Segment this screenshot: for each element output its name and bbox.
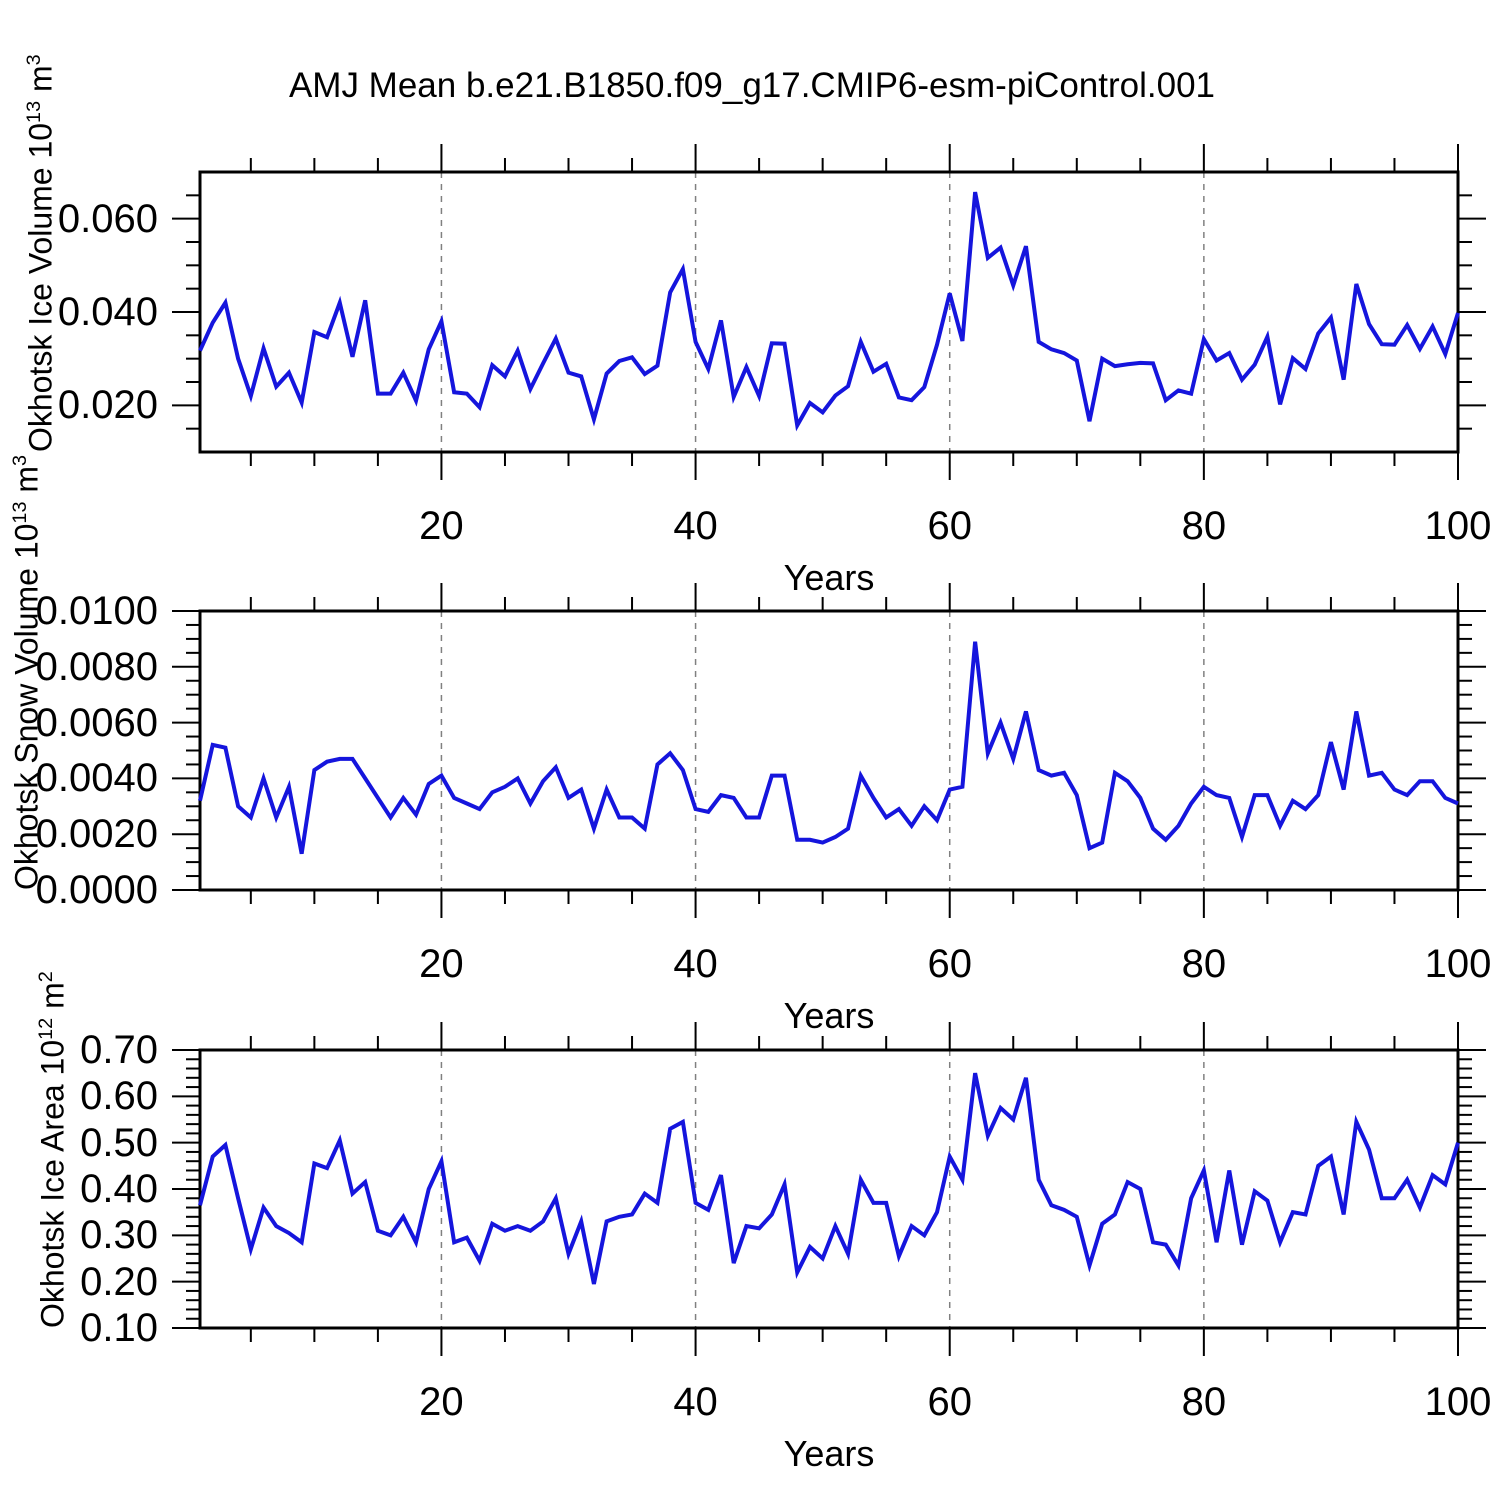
y-tick-label: 0.60	[80, 1074, 158, 1119]
data-line-okhotsk-ice-volume	[198, 191, 1460, 432]
y-tick-label: 0.0080	[35, 644, 158, 689]
x-tick-label: 20	[419, 1380, 464, 1424]
plot-border	[198, 1048, 1460, 1330]
x-axis-title-1: Years	[783, 557, 875, 598]
x-tick-label: 100	[1424, 1380, 1492, 1424]
x-tick-label: 60	[927, 504, 972, 548]
x-axis-title-2: Years	[783, 995, 875, 1036]
plot-area-snow-volume	[172, 583, 1486, 918]
x-tick-label: 60	[927, 942, 972, 986]
data-line-okhotsk-snow-volume	[198, 641, 1459, 855]
y-tick-label: 0.0060	[35, 700, 158, 745]
superscript: 3	[9, 454, 31, 466]
x-tick-label: 40	[673, 1380, 718, 1424]
superscript: 13	[9, 501, 31, 524]
x-axis-title-3: Years	[783, 1433, 875, 1474]
y-tick-label: 0.70	[80, 1028, 158, 1072]
y-tick-label: 0.020	[57, 383, 158, 428]
superscript: 3	[23, 54, 45, 66]
x-tick-label: 20	[419, 942, 464, 986]
y-tick-label: 0.040	[57, 290, 158, 334]
x-tick-label: 80	[1181, 504, 1227, 548]
y-tick-label: 0.20	[80, 1259, 158, 1304]
x-tick-label: 100	[1424, 504, 1492, 548]
x-tick-label: 100	[1424, 942, 1492, 986]
y-tick-label: 0.0020	[35, 812, 158, 857]
superscript: 2	[35, 971, 57, 983]
plot-area-ice-volume	[172, 144, 1486, 480]
chart-title: AMJ Mean b.e21.B1850.f09_g17.CMIP6-esm-p…	[288, 66, 1216, 105]
y-tick-label: 0.0040	[35, 756, 158, 801]
plot-border	[198, 609, 1460, 892]
y-tick-label: 0.060	[57, 196, 158, 241]
y-tick-label: 0.0100	[35, 589, 158, 633]
x-tick-label: 20	[419, 504, 464, 548]
plot-border	[198, 170, 1460, 454]
data-line-okhotsk-ice-area	[198, 1072, 1460, 1285]
x-tick-label: 80	[1181, 942, 1227, 986]
x-tick-label: 40	[673, 942, 718, 986]
y-tick-label: 0.50	[80, 1120, 158, 1165]
x-tick-label: 40	[673, 504, 718, 548]
y-tick-label: 0.40	[80, 1167, 158, 1211]
x-tick-label: 60	[927, 1380, 972, 1424]
y-tick-label: 0.10	[80, 1306, 158, 1350]
superscript: 13	[23, 100, 45, 123]
plot-area-ice-area	[172, 1022, 1486, 1356]
y-tick-label: 0.30	[80, 1213, 158, 1258]
x-tick-label: 80	[1181, 1380, 1227, 1424]
y-tick-label: 0.0000	[35, 868, 158, 912]
